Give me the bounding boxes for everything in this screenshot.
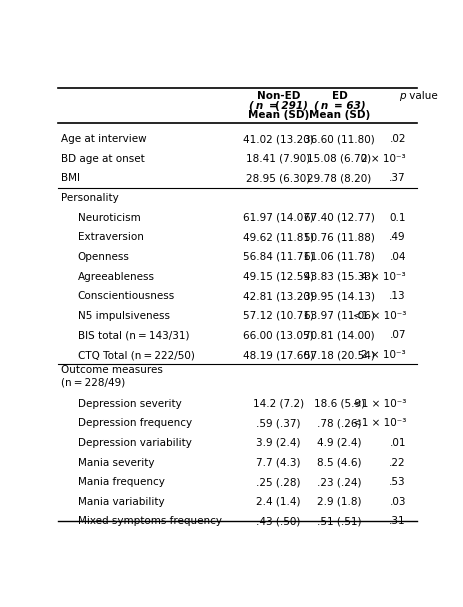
Text: CTQ Total (n = 222/50): CTQ Total (n = 222/50) bbox=[78, 350, 194, 360]
Text: Mania frequency: Mania frequency bbox=[78, 477, 164, 487]
Text: ED: ED bbox=[332, 90, 347, 101]
Text: Mean (SD): Mean (SD) bbox=[309, 110, 370, 120]
Text: BD age at onset: BD age at onset bbox=[62, 154, 145, 164]
Text: 66.00 (13.05): 66.00 (13.05) bbox=[243, 330, 314, 341]
Text: 29.78 (8.20): 29.78 (8.20) bbox=[307, 174, 372, 183]
Text: 0.1: 0.1 bbox=[389, 212, 406, 223]
Text: <1 × 10⁻³: <1 × 10⁻³ bbox=[352, 399, 406, 409]
Text: 49.15 (12.59): 49.15 (12.59) bbox=[243, 271, 314, 282]
Text: .03: .03 bbox=[389, 497, 406, 507]
Text: .07: .07 bbox=[389, 330, 406, 341]
Text: .25 (.28): .25 (.28) bbox=[257, 477, 301, 487]
Text: .01: .01 bbox=[389, 438, 406, 448]
Text: 18.6 (5.9): 18.6 (5.9) bbox=[314, 399, 365, 409]
Text: <1 × 10⁻³: <1 × 10⁻³ bbox=[352, 311, 406, 320]
Text: Outcome measures: Outcome measures bbox=[62, 365, 163, 375]
Text: Mania variability: Mania variability bbox=[78, 497, 164, 507]
Text: 39.95 (14.13): 39.95 (14.13) bbox=[304, 291, 375, 301]
Text: ( n  = 291): ( n = 291) bbox=[249, 101, 308, 110]
Text: 4 × 10⁻³: 4 × 10⁻³ bbox=[361, 271, 406, 282]
Text: value: value bbox=[406, 90, 438, 101]
Text: .04: .04 bbox=[389, 252, 406, 262]
Text: 4.9 (2.4): 4.9 (2.4) bbox=[317, 438, 362, 448]
Text: 70.81 (14.00): 70.81 (14.00) bbox=[304, 330, 375, 341]
Text: (: ( bbox=[274, 101, 279, 110]
Text: 67.40 (12.77): 67.40 (12.77) bbox=[304, 212, 375, 223]
Text: .59 (.37): .59 (.37) bbox=[257, 418, 301, 429]
Text: Conscientiousness: Conscientiousness bbox=[78, 291, 175, 301]
Text: 2.9 (1.8): 2.9 (1.8) bbox=[317, 497, 362, 507]
Text: BIS total (n = 143/31): BIS total (n = 143/31) bbox=[78, 330, 189, 341]
Text: 8.5 (4.6): 8.5 (4.6) bbox=[317, 458, 362, 467]
Text: Depression variability: Depression variability bbox=[78, 438, 192, 448]
Text: 48.19 (17.60): 48.19 (17.60) bbox=[243, 350, 314, 360]
Text: 15.08 (6.70): 15.08 (6.70) bbox=[307, 154, 372, 164]
Text: <1 × 10⁻³: <1 × 10⁻³ bbox=[352, 418, 406, 429]
Text: Mania severity: Mania severity bbox=[78, 458, 154, 467]
Text: Agreeableness: Agreeableness bbox=[78, 271, 155, 282]
Text: Depression severity: Depression severity bbox=[78, 399, 181, 409]
Text: 2 × 10⁻³: 2 × 10⁻³ bbox=[361, 154, 406, 164]
Text: ( n  = 63): ( n = 63) bbox=[314, 101, 365, 110]
Text: .53: .53 bbox=[389, 477, 406, 487]
Text: (n = 228/49): (n = 228/49) bbox=[62, 378, 126, 387]
Text: 3.9 (2.4): 3.9 (2.4) bbox=[257, 438, 301, 448]
Text: 61.06 (11.78): 61.06 (11.78) bbox=[304, 252, 375, 262]
Text: Mixed symptoms frequency: Mixed symptoms frequency bbox=[78, 517, 222, 526]
Text: 57.18 (20.54): 57.18 (20.54) bbox=[304, 350, 375, 360]
Text: Mean (SD): Mean (SD) bbox=[248, 110, 309, 120]
Text: BMI: BMI bbox=[62, 174, 81, 183]
Text: Extraversion: Extraversion bbox=[78, 232, 144, 242]
Text: 57.12 (10.71): 57.12 (10.71) bbox=[243, 311, 314, 320]
Text: .13: .13 bbox=[389, 291, 406, 301]
Text: .02: .02 bbox=[389, 134, 406, 144]
Text: .31: .31 bbox=[389, 517, 406, 526]
Text: Neuroticism: Neuroticism bbox=[78, 212, 140, 223]
Text: 41.02 (13.20): 41.02 (13.20) bbox=[243, 134, 314, 144]
Text: 56.84 (11.71): 56.84 (11.71) bbox=[243, 252, 314, 262]
Text: 42.81 (13.20): 42.81 (13.20) bbox=[243, 291, 314, 301]
Text: .23 (.24): .23 (.24) bbox=[317, 477, 362, 487]
Text: 50.76 (11.88): 50.76 (11.88) bbox=[304, 232, 375, 242]
Text: p: p bbox=[399, 90, 406, 101]
Text: .37: .37 bbox=[389, 174, 406, 183]
Text: 61.97 (14.07): 61.97 (14.07) bbox=[243, 212, 314, 223]
Text: 7.7 (4.3): 7.7 (4.3) bbox=[257, 458, 301, 467]
Text: 2 × 10⁻³: 2 × 10⁻³ bbox=[361, 350, 406, 360]
Text: 36.60 (11.80): 36.60 (11.80) bbox=[304, 134, 375, 144]
Text: N5 impulsiveness: N5 impulsiveness bbox=[78, 311, 169, 320]
Text: Openness: Openness bbox=[78, 252, 130, 262]
Text: 18.41 (7.90): 18.41 (7.90) bbox=[246, 154, 311, 164]
Text: .78 (.26): .78 (.26) bbox=[317, 418, 362, 429]
Text: .49: .49 bbox=[389, 232, 406, 242]
Text: 43.83 (15.33): 43.83 (15.33) bbox=[304, 271, 375, 282]
Text: Depression frequency: Depression frequency bbox=[78, 418, 192, 429]
Text: .22: .22 bbox=[389, 458, 406, 467]
Text: 63.97 (11.06): 63.97 (11.06) bbox=[304, 311, 375, 320]
Text: 14.2 (7.2): 14.2 (7.2) bbox=[253, 399, 304, 409]
Text: 49.62 (11.81): 49.62 (11.81) bbox=[243, 232, 314, 242]
Text: Personality: Personality bbox=[62, 193, 119, 203]
Text: .43 (.50): .43 (.50) bbox=[257, 517, 301, 526]
Text: .51 (.51): .51 (.51) bbox=[317, 517, 362, 526]
Text: Age at interview: Age at interview bbox=[62, 134, 147, 144]
Text: 28.95 (6.30): 28.95 (6.30) bbox=[246, 174, 311, 183]
Text: Non-ED: Non-ED bbox=[257, 90, 300, 101]
Text: 2.4 (1.4): 2.4 (1.4) bbox=[257, 497, 301, 507]
